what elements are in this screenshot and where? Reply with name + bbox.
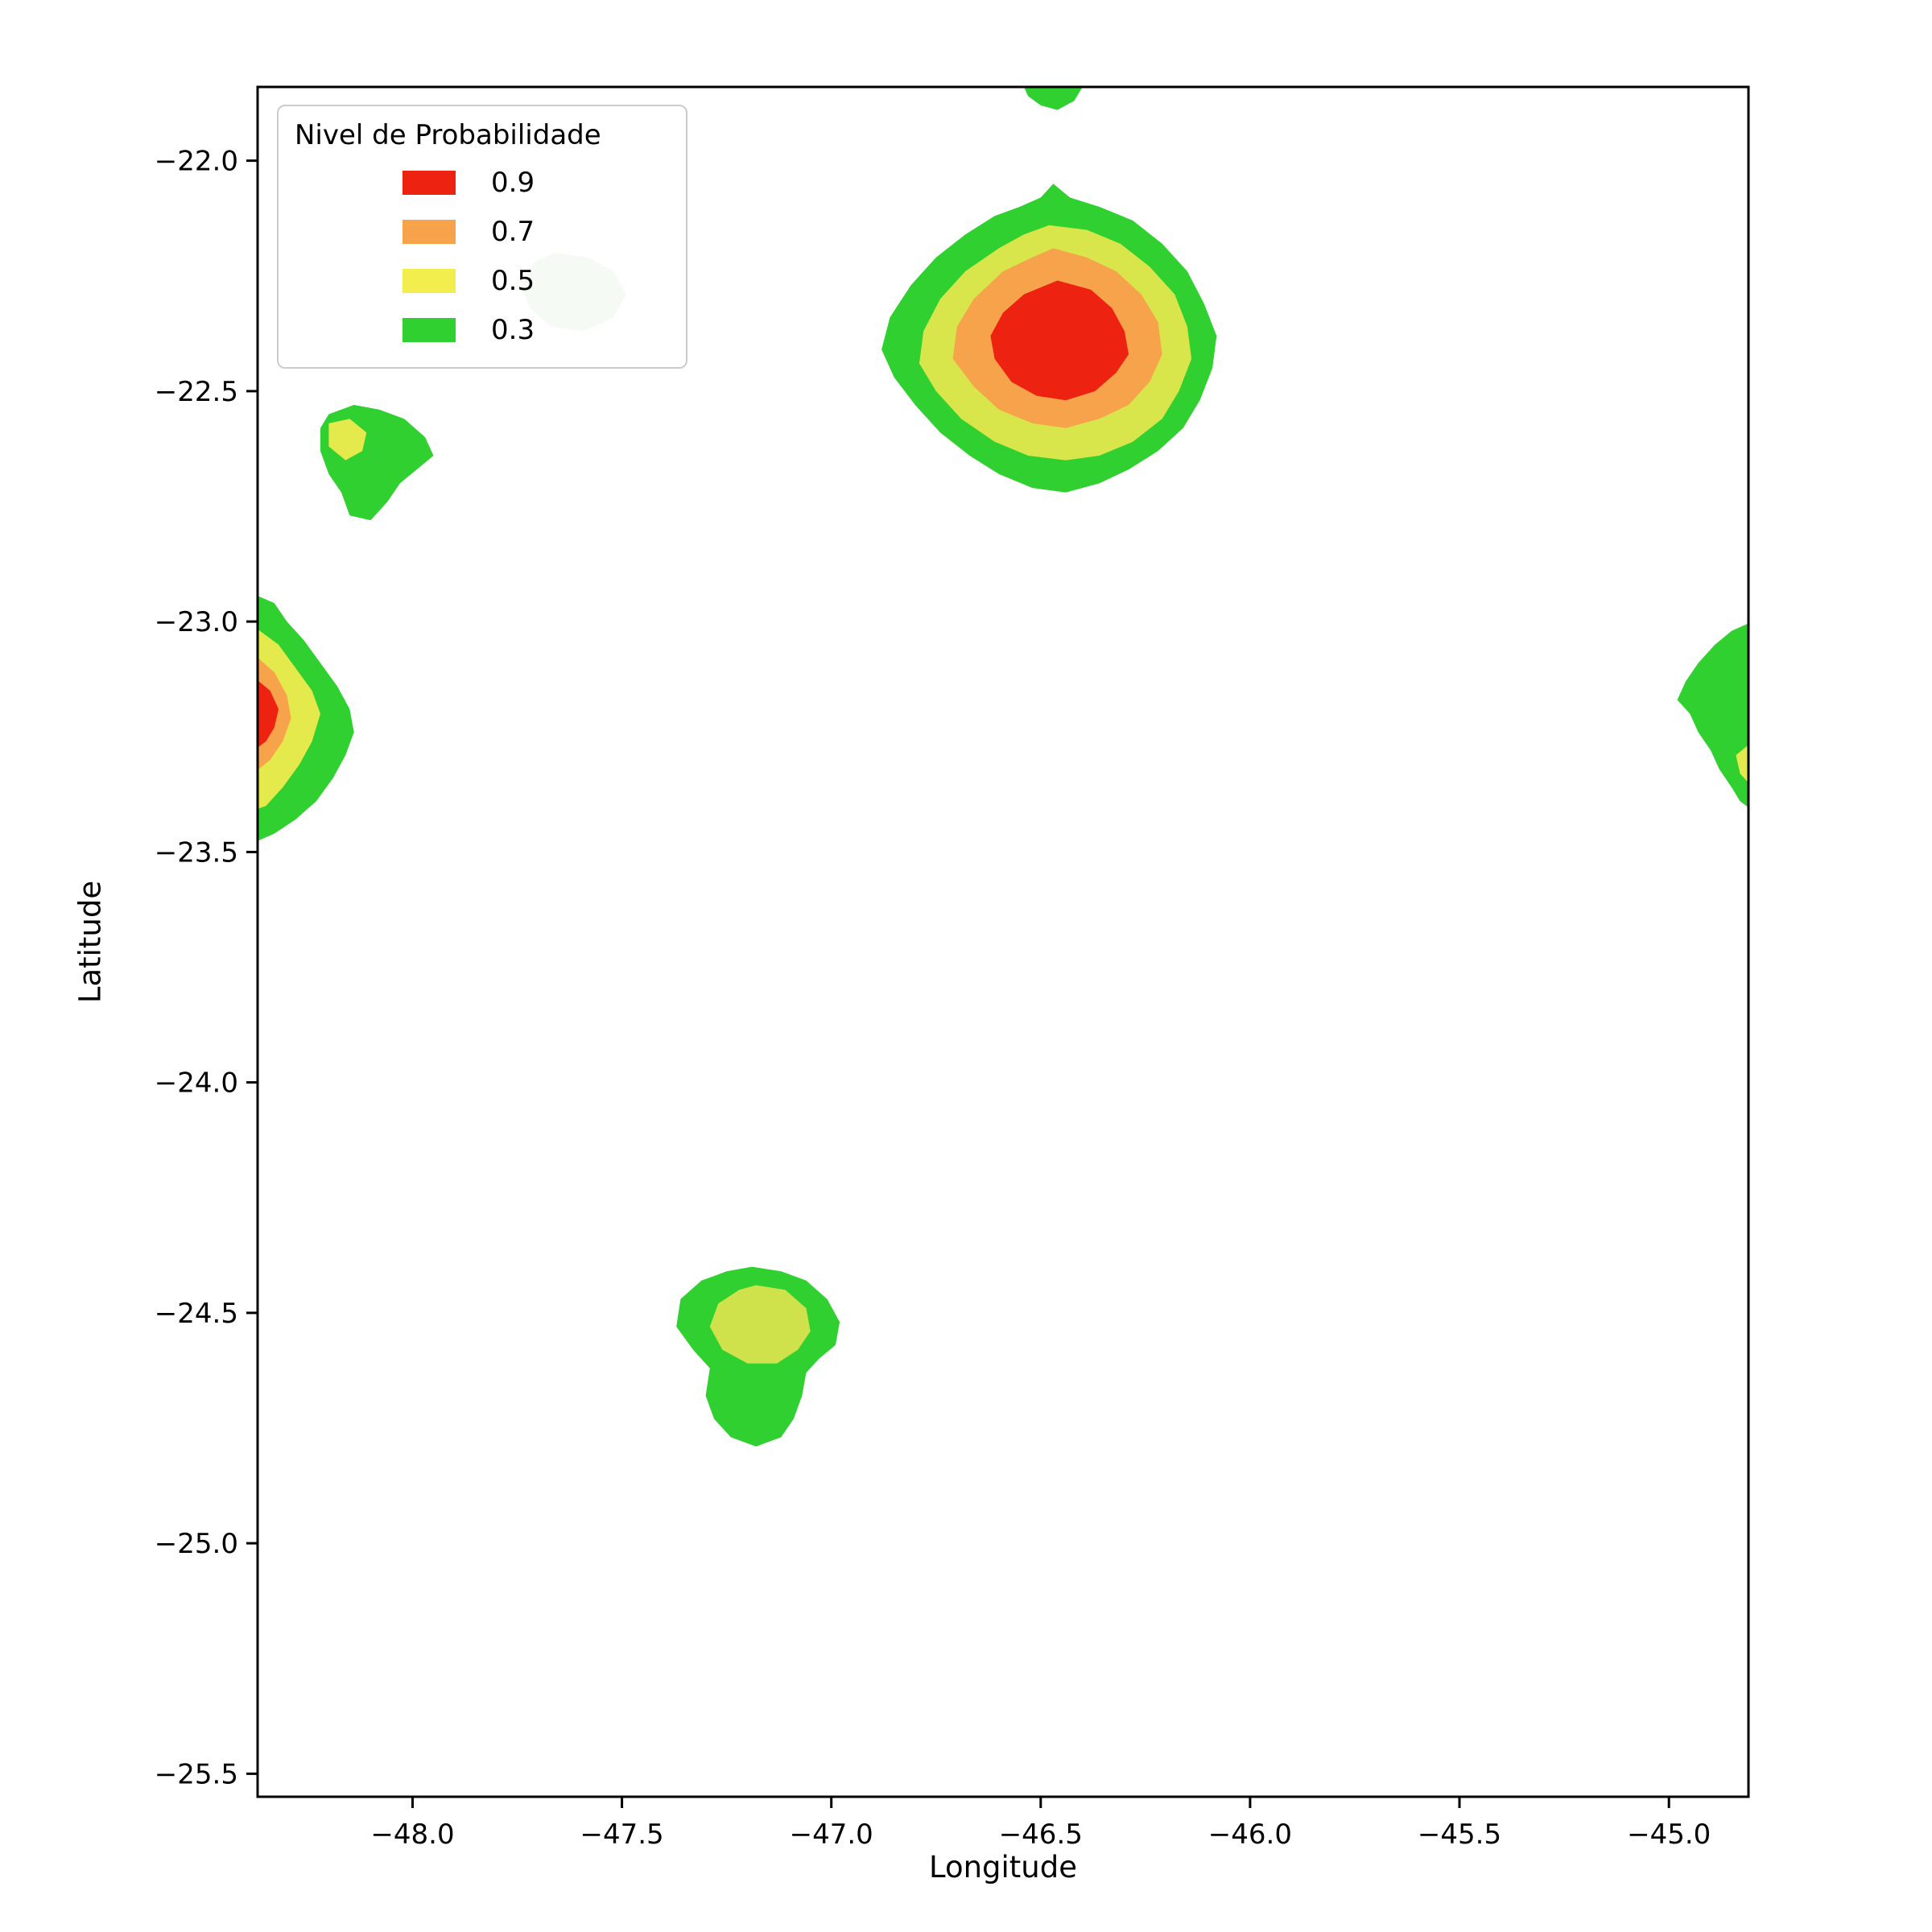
legend-label-09: 0.9 (491, 166, 535, 199)
legend-label-07: 0.7 (491, 215, 535, 248)
legend-swatch-03 (402, 317, 456, 342)
y-tick-label: −23.0 (155, 606, 238, 638)
y-axis-label: Latitude (72, 880, 108, 1004)
region-cell-northwest-yellow (328, 419, 367, 460)
y-tick-label: −23.5 (155, 836, 238, 869)
axes-frame (256, 85, 1750, 1798)
x-tick-label: −48.0 (370, 1818, 454, 1851)
region-cell-south-yellow (709, 1285, 811, 1364)
legend: Nivel de Probabilidade 0.9 0.7 0.5 0.3 (277, 105, 687, 369)
legend-entry: 0.7 (293, 207, 670, 256)
x-tick-label: −45.5 (1418, 1818, 1501, 1851)
region-cell-east-edge-yellow (1736, 745, 1748, 783)
y-tick-label: −24.0 (155, 1067, 238, 1100)
x-tick-label: −47.0 (790, 1818, 873, 1851)
legend-swatch-05 (402, 268, 456, 293)
y-tick-label: −22.5 (155, 376, 238, 408)
y-tick-label: −25.0 (155, 1528, 238, 1560)
legend-title: Nivel de Probabilidade (295, 119, 601, 151)
y-tick-label: −24.5 (155, 1298, 238, 1330)
legend-entry: 0.3 (293, 305, 670, 354)
region-cell-central-red (990, 280, 1129, 401)
legend-swatch-09 (402, 170, 456, 195)
legend-swatch-07 (402, 219, 456, 244)
region-cell-east-edge-green (1677, 623, 1748, 807)
x-tick-label: −46.5 (999, 1818, 1083, 1851)
region-cell-west-edge-red (258, 680, 279, 748)
x-tick-label: −47.5 (580, 1818, 663, 1851)
x-axis-label: Longitude (928, 1850, 1078, 1885)
region-cell-top-edge-green (1024, 87, 1083, 110)
legend-entry: 0.5 (293, 256, 670, 305)
x-tick-label: −46.0 (1208, 1818, 1292, 1851)
legend-label-03: 0.3 (491, 313, 535, 346)
x-tick-label: −45.0 (1627, 1818, 1711, 1851)
y-tick-label: −25.5 (155, 1758, 238, 1790)
legend-label-05: 0.5 (491, 264, 535, 297)
legend-entry: 0.9 (293, 158, 670, 207)
y-tick-label: −22.0 (155, 146, 238, 178)
